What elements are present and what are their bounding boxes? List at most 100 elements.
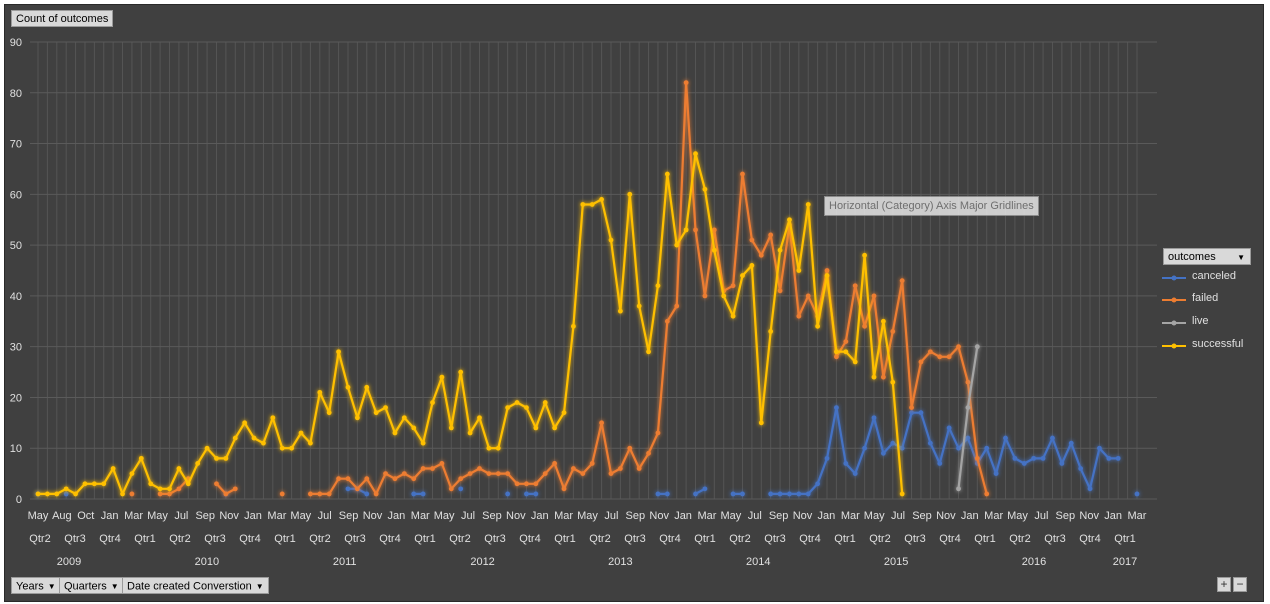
y-tick-label: 50 xyxy=(10,240,22,252)
data-point-canceled xyxy=(1050,435,1055,441)
expand-plus-button[interactable]: + xyxy=(1217,577,1231,592)
data-point-failed xyxy=(505,471,511,477)
data-point-canceled xyxy=(937,461,943,466)
dropdown-arrow-icon: ▼ xyxy=(1237,253,1245,262)
data-point-successful xyxy=(880,318,886,324)
data-point-canceled xyxy=(1040,455,1046,461)
x-quarter-label: Qtr1 xyxy=(274,533,295,545)
data-point-canceled xyxy=(1059,461,1065,466)
data-point-canceled xyxy=(787,491,792,497)
legend: outcomes ▼ canceled failed live successfu… xyxy=(1160,248,1252,350)
x-quarter-label: Qtr2 xyxy=(309,533,330,545)
data-point-failed xyxy=(937,354,943,360)
x-month-label: Mar xyxy=(124,510,143,522)
data-point-successful xyxy=(195,461,201,466)
data-point-successful xyxy=(834,349,839,355)
legend-item-canceled[interactable]: canceled xyxy=(1160,270,1252,286)
data-point-failed xyxy=(749,237,755,243)
y-tick-label: 70 xyxy=(10,139,22,151)
x-year-label: 2016 xyxy=(1022,556,1046,568)
data-point-successful xyxy=(514,400,520,405)
x-year-label: 2015 xyxy=(884,556,908,568)
value-field-button[interactable]: Count of outcomes xyxy=(11,10,114,27)
quarters-field-button[interactable]: Quarters ▼ xyxy=(59,577,124,594)
legend-item-live[interactable]: live xyxy=(1160,315,1252,331)
data-point-successful xyxy=(749,263,755,268)
data-point-failed xyxy=(730,283,736,289)
data-point-successful xyxy=(420,440,426,446)
data-point-successful xyxy=(805,202,811,207)
data-point-successful xyxy=(627,191,633,197)
years-field-label: Years xyxy=(16,580,44,593)
series-line-failed xyxy=(160,477,190,495)
data-point-successful xyxy=(204,445,210,451)
x-month-label: Sep xyxy=(625,510,645,522)
data-point-failed xyxy=(862,323,867,329)
data-point-successful xyxy=(120,491,125,497)
data-point-successful xyxy=(439,374,445,380)
x-quarter-label: Qtr2 xyxy=(589,533,610,545)
data-point-successful xyxy=(533,425,539,431)
data-point-successful xyxy=(148,481,154,487)
legend-label: failed xyxy=(1192,292,1219,304)
data-point-failed xyxy=(664,318,670,324)
data-point-canceled xyxy=(505,491,511,497)
data-point-successful xyxy=(711,247,717,253)
chart-area[interactable] xyxy=(4,4,1264,602)
x-month-label: Jul xyxy=(891,510,905,522)
x-quarter-label: Qtr4 xyxy=(239,533,260,545)
data-point-successful xyxy=(871,374,877,380)
x-quarter-label: Qtr2 xyxy=(1009,533,1030,545)
data-point-successful xyxy=(608,237,614,243)
years-field-button[interactable]: Years ▼ xyxy=(11,577,61,594)
data-point-canceled xyxy=(1078,466,1084,471)
x-month-label: Sep xyxy=(1056,510,1076,522)
data-point-successful xyxy=(580,202,586,207)
y-tick-label: 40 xyxy=(10,291,22,303)
date-created-field-button[interactable]: Date created Converstion ▼ xyxy=(122,577,269,594)
data-point-failed xyxy=(420,466,426,471)
legend-filter-button[interactable]: outcomes ▼ xyxy=(1163,248,1251,265)
data-point-failed xyxy=(326,491,332,497)
x-quarter-label: Qtr3 xyxy=(484,533,505,545)
data-point-successful xyxy=(242,420,248,426)
x-month-label: Oct xyxy=(77,510,94,522)
data-point-failed xyxy=(758,252,764,258)
data-point-canceled xyxy=(768,491,774,497)
data-point-canceled xyxy=(880,450,886,456)
data-point-successful xyxy=(91,481,97,487)
x-quarter-label: Qtr3 xyxy=(204,533,225,545)
x-quarter-label: Qtr2 xyxy=(29,533,50,545)
data-point-failed xyxy=(946,354,952,360)
x-month-label: Jul xyxy=(604,510,618,522)
data-point-successful xyxy=(655,283,661,289)
data-point-failed xyxy=(354,486,360,492)
data-point-successful xyxy=(815,323,821,329)
collapse-minus-button[interactable]: − xyxy=(1233,577,1247,592)
x-month-label: Jan xyxy=(244,510,262,522)
x-quarter-label: Qtr2 xyxy=(169,533,190,545)
data-point-failed xyxy=(711,227,717,233)
legend-item-failed[interactable]: failed xyxy=(1160,292,1252,308)
data-point-canceled xyxy=(1068,440,1074,446)
data-point-failed xyxy=(956,344,961,350)
x-quarter-label: Qtr4 xyxy=(99,533,120,545)
x-month-label: Mar xyxy=(267,510,286,522)
x-quarter-label: Qtr1 xyxy=(1114,533,1135,545)
data-point-successful xyxy=(35,491,41,497)
x-year-label: 2013 xyxy=(608,556,632,568)
legend-item-successful[interactable]: successful xyxy=(1160,338,1252,354)
data-point-failed xyxy=(514,481,520,487)
x-month-label: Jan xyxy=(101,510,119,522)
data-point-successful xyxy=(185,481,191,487)
data-point-successful xyxy=(214,455,219,461)
data-point-successful xyxy=(448,425,454,431)
x-month-label: Aug xyxy=(52,510,72,522)
x-year-label: 2012 xyxy=(470,556,494,568)
dropdown-arrow-icon: ▼ xyxy=(255,582,264,591)
data-point-canceled xyxy=(345,486,351,492)
data-point-successful xyxy=(777,247,783,253)
data-point-successful xyxy=(552,425,558,431)
x-year-label: 2011 xyxy=(333,556,357,568)
